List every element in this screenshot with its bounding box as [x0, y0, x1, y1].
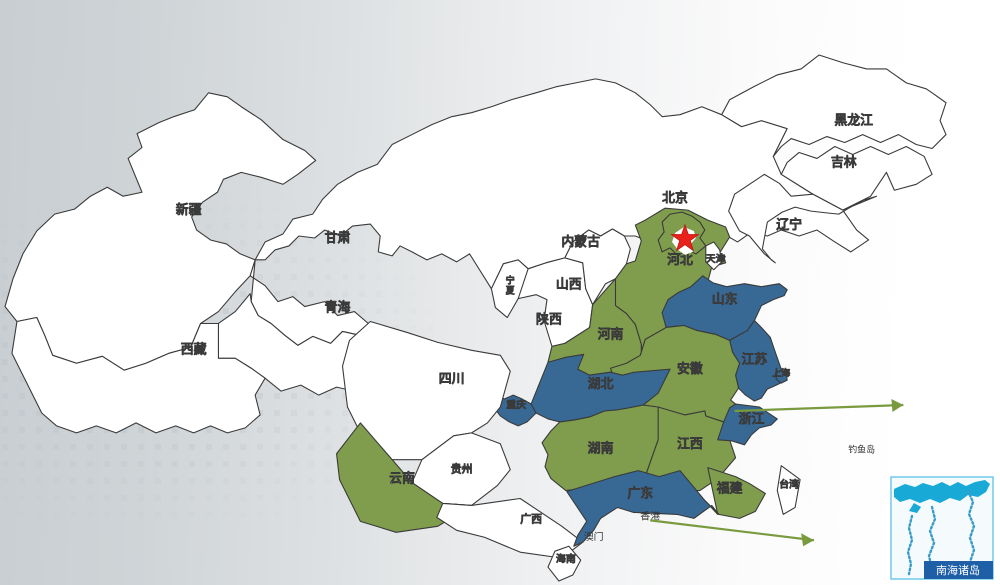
svg-text:南海诸岛: 南海诸岛	[936, 563, 980, 577]
